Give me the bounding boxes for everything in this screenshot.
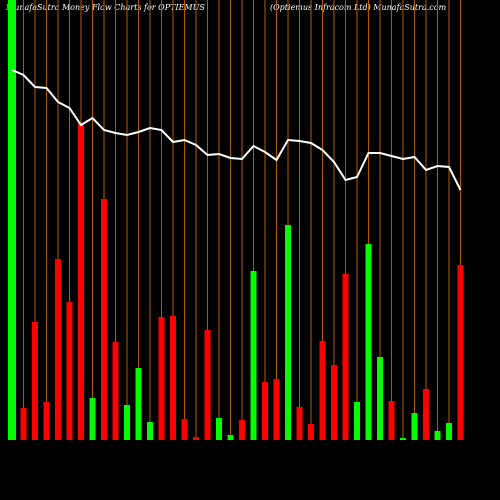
price-line — [11, 69, 462, 191]
bar — [423, 389, 429, 440]
bar — [262, 382, 268, 440]
bar — [170, 316, 176, 440]
bar — [124, 405, 130, 440]
bar — [446, 423, 452, 440]
bar — [342, 274, 349, 440]
bar — [331, 365, 337, 440]
bar — [20, 408, 27, 440]
bar — [158, 317, 165, 440]
bar — [273, 379, 280, 440]
bar — [8, 0, 16, 440]
bar — [32, 322, 38, 440]
bar — [411, 413, 418, 440]
bar — [66, 302, 73, 440]
bar — [216, 418, 222, 440]
bar — [285, 225, 291, 440]
bar — [112, 342, 119, 440]
bar — [181, 419, 188, 440]
bar — [400, 438, 406, 440]
bar — [147, 422, 153, 440]
bar — [227, 435, 234, 440]
bar — [193, 437, 199, 440]
bar — [457, 265, 464, 440]
bar — [377, 357, 383, 440]
bar — [296, 407, 303, 440]
bar — [135, 368, 142, 440]
bar — [434, 431, 441, 440]
bar — [43, 402, 50, 440]
chart-subtitle: (Optiemus Infracom Ltd) MunafaSutra.com — [270, 3, 447, 12]
bar — [204, 330, 211, 440]
bar — [250, 271, 257, 440]
bar — [365, 244, 372, 440]
bar — [354, 402, 360, 440]
bar — [319, 341, 326, 440]
bar — [89, 398, 96, 440]
bar — [78, 123, 84, 440]
bar — [239, 420, 245, 440]
bar — [308, 424, 314, 440]
bar — [55, 259, 61, 440]
bar — [388, 401, 395, 440]
chart-title: MunafaSutra Money Flow Charts for OPTIEM… — [5, 3, 205, 12]
bar — [101, 199, 107, 440]
